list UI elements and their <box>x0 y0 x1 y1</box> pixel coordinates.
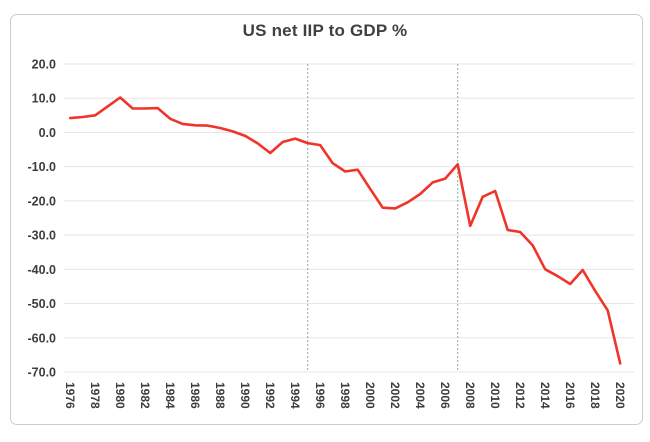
x-axis-tick-label: 2016 <box>563 382 577 409</box>
x-axis-tick-label: 1984 <box>163 382 177 409</box>
y-axis-tick-label: 0.0 <box>39 126 56 140</box>
y-axis-tick-label: -50.0 <box>28 297 57 311</box>
series-line <box>68 96 622 365</box>
x-axis-tick-label: 1992 <box>263 382 277 409</box>
y-axis-tick-label: -10.0 <box>28 160 57 174</box>
x-axis-tick-label: 2006 <box>438 382 452 409</box>
chart-frame: 20.0 10.0 0.0 -10.0 -20.0 -30.0 -40.0 -50.0 -60.… <box>10 14 643 425</box>
x-axis-tick-label: 1986 <box>188 382 202 409</box>
x-axis-tick-label: 2014 <box>538 382 552 409</box>
chart-title: US net IIP to GDP % <box>242 21 408 40</box>
x-axis-tick-label: 1982 <box>138 382 152 409</box>
x-axis-tick-label: 2000 <box>363 382 377 409</box>
x-axis-tick-label: 2018 <box>588 382 602 409</box>
x-axis-tick-label: 1976 <box>63 382 77 409</box>
x-axis-tick-label: 1996 <box>313 382 327 409</box>
x-axis-tick-label: 2020 <box>613 382 627 409</box>
x-axis-tick-label: 2012 <box>513 382 527 409</box>
y-axis-tick-label: 10.0 <box>32 92 56 106</box>
x-axis-tick-label: 1990 <box>238 382 252 409</box>
plot-area: 20.0 10.0 0.0 -10.0 -20.0 -30.0 -40.0 -50.0 -60.… <box>28 58 634 409</box>
y-axis-tick-label: -30.0 <box>28 229 57 243</box>
y-axis-tick-label: -60.0 <box>28 331 57 345</box>
x-axis-tick-label: 1980 <box>113 382 127 409</box>
x-axis-tick-label: 2004 <box>413 382 427 409</box>
x-axis-tick-label: 2010 <box>488 382 502 409</box>
y-axis-tick-label: -20.0 <box>28 194 57 208</box>
y-axis-tick-label: -40.0 <box>28 263 57 277</box>
x-axis-tick-label: 2008 <box>463 382 477 409</box>
x-axis-tick-label: 1988 <box>213 382 227 409</box>
x-axis-tick-label: 1998 <box>338 382 352 409</box>
x-axis-tick-label: 1978 <box>88 382 102 409</box>
x-axis-tick-label: 2002 <box>388 382 402 409</box>
y-axis-tick-label: 20.0 <box>32 58 56 72</box>
x-axis-tick-label: 1994 <box>288 382 302 409</box>
y-axis-tick-label: -70.0 <box>28 366 57 380</box>
